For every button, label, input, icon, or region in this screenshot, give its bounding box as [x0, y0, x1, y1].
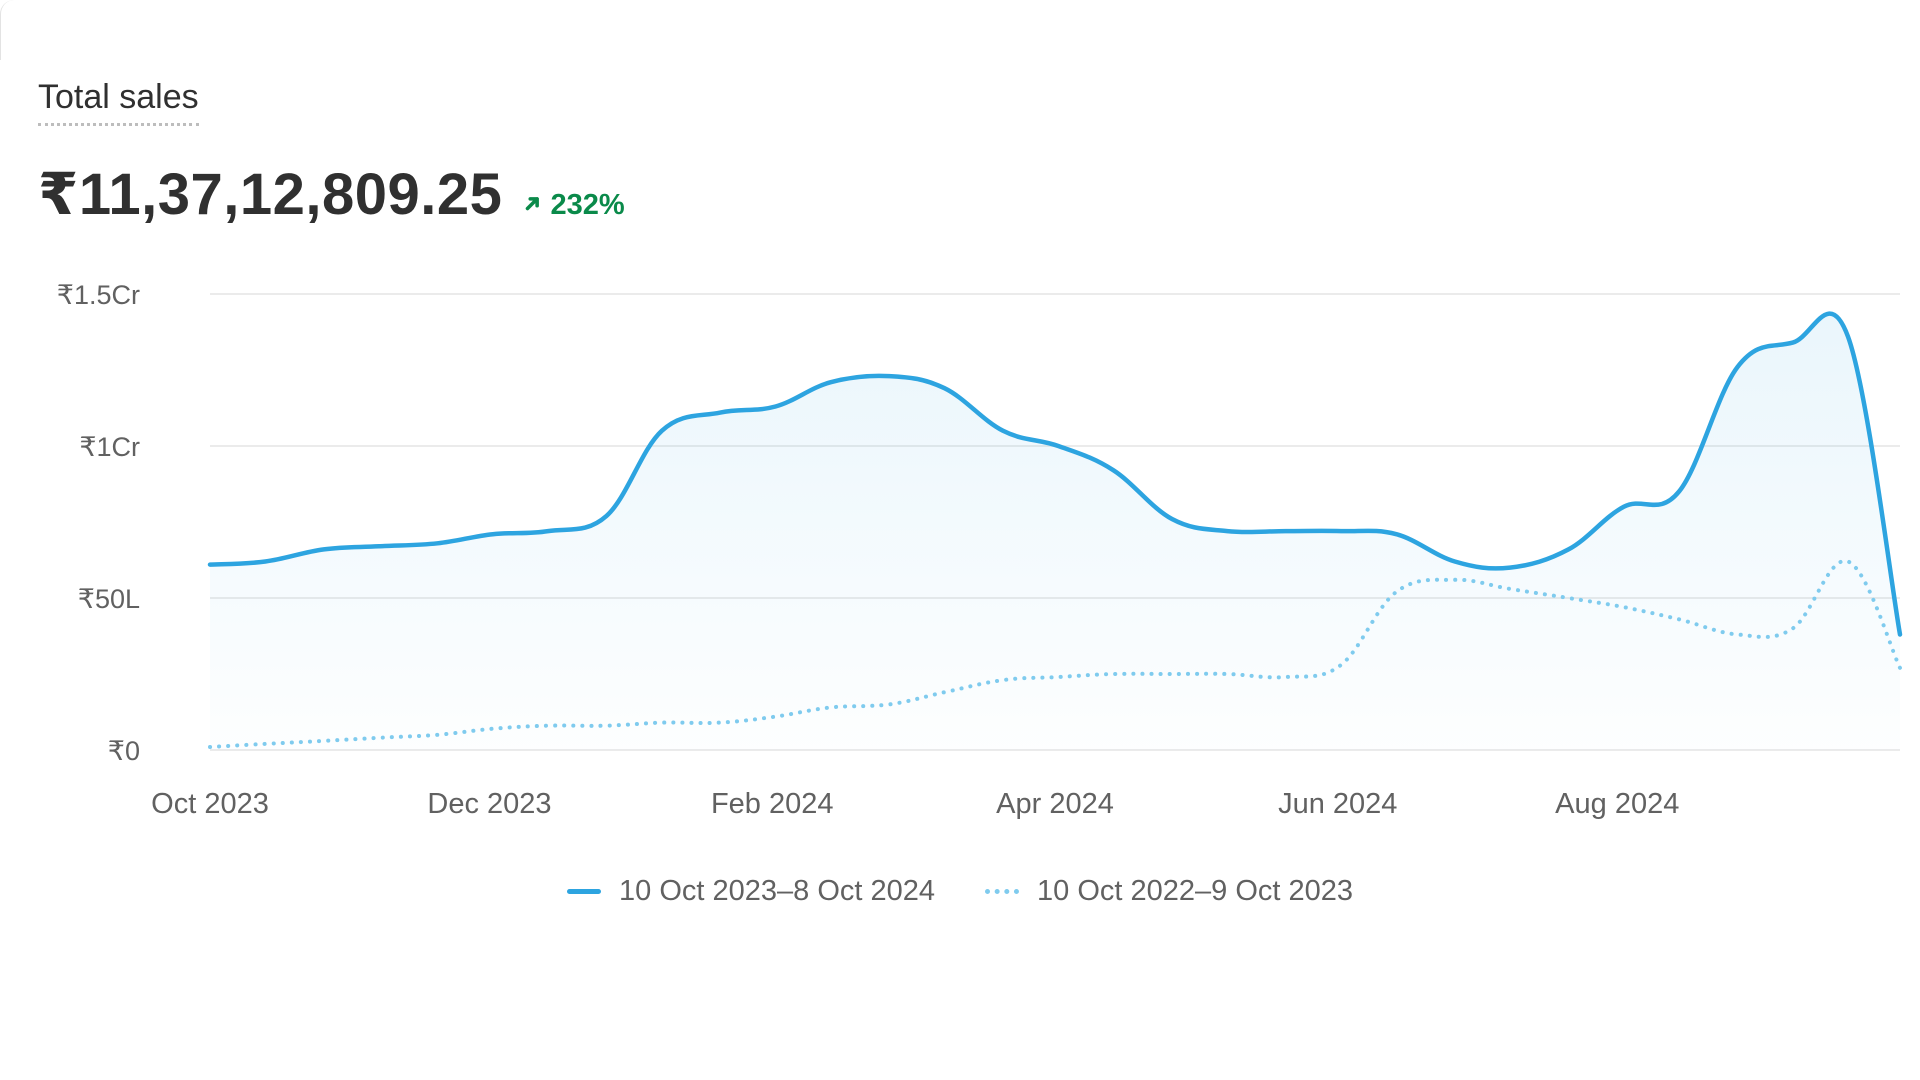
legend-label-current: 10 Oct 2023–8 Oct 2024 [619, 875, 935, 907]
legend-label-previous: 10 Oct 2022–9 Oct 2023 [1037, 875, 1353, 907]
arrow-up-right-icon [522, 189, 544, 222]
legend: 10 Oct 2023–8 Oct 2024 10 Oct 2022–9 Oct… [0, 875, 1920, 908]
y-tick-label: ₹1.5Cr [57, 280, 140, 310]
card-border-corner [0, 0, 15, 60]
x-axis: Oct 2023 Dec 2023 Feb 2024 Apr 2024 Jun 2024… [151, 788, 1679, 820]
legend-swatch-solid [567, 889, 601, 894]
x-tick-label: Aug 2024 [1555, 788, 1679, 820]
x-tick-label: Apr 2024 [996, 788, 1114, 820]
change-indicator: 232% [522, 189, 625, 222]
series-line-current [207, 311, 1903, 637]
series-lines [207, 311, 1903, 749]
x-tick-label: Jun 2024 [1278, 788, 1397, 820]
sales-chart: ₹0 ₹50L ₹1Cr ₹1.5Cr Oct 2023 Dec 2023 Feb 202… [57, 280, 1903, 820]
card-title[interactable]: Total sales [38, 78, 199, 126]
y-tick-label: ₹0 [108, 736, 140, 766]
change-percent: 232% [550, 189, 625, 221]
total-sales-value: ₹11,37,12,809.25 [38, 162, 503, 227]
x-tick-label: Dec 2023 [427, 788, 551, 820]
series-line-previous [208, 559, 1902, 749]
metric-row: ₹11,37,12,809.25 232% [38, 160, 625, 228]
legend-swatch-dotted [985, 889, 1019, 894]
x-tick-label: Feb 2024 [711, 788, 834, 820]
area-current [210, 313, 1900, 750]
y-tick-label: ₹50L [78, 584, 140, 614]
legend-item-current[interactable]: 10 Oct 2023–8 Oct 2024 [567, 875, 935, 908]
y-tick-label: ₹1Cr [79, 432, 140, 462]
area-fill [210, 313, 1900, 750]
y-axis: ₹0 ₹50L ₹1Cr ₹1.5Cr [57, 280, 140, 766]
x-tick-label: Oct 2023 [151, 788, 269, 820]
legend-item-previous[interactable]: 10 Oct 2022–9 Oct 2023 [985, 875, 1353, 908]
